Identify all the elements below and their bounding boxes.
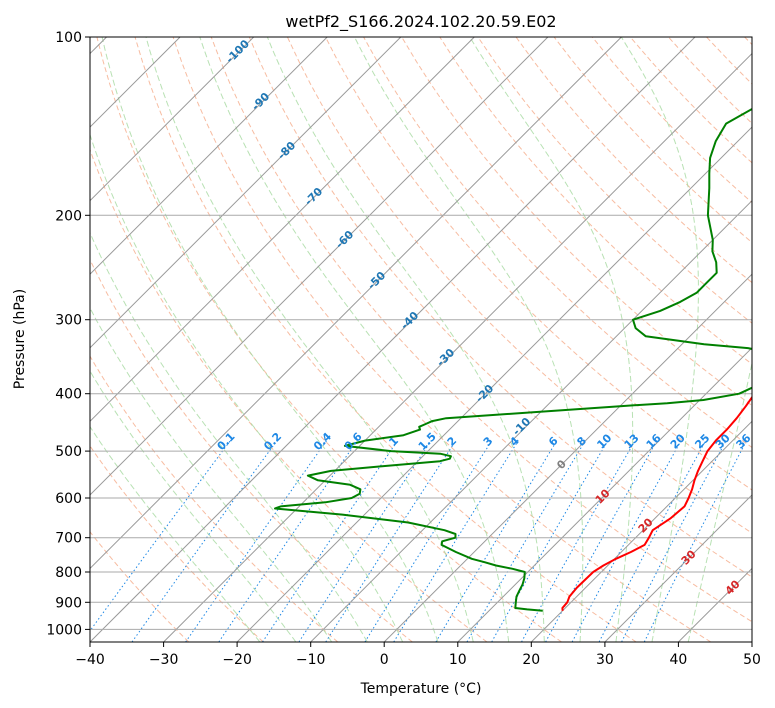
dry-adiabat (90, 531, 190, 642)
mixing-ratio-line (521, 440, 636, 642)
isotherm-line (163, 52, 752, 642)
isotherm-line (90, 37, 622, 570)
x-tick-label: 30 (596, 652, 614, 668)
moist-adiabat (199, 37, 510, 642)
y-axis-title: Pressure (hPa) (12, 289, 28, 389)
background-lines (90, 37, 752, 642)
isotherm-line (90, 37, 696, 642)
isotherm-line (383, 273, 752, 642)
series-layer (274, 107, 752, 612)
y-tick-label: 300 (55, 313, 82, 329)
dry-adiabat (477, 37, 752, 324)
x-axis-title: Temperature (°C) (360, 681, 482, 697)
moist-adiabat (90, 370, 297, 642)
dry-adiabat (134, 37, 637, 642)
y-tick-label: 800 (55, 565, 82, 581)
temperature-line (561, 395, 752, 611)
y-tick-label: 1000 (46, 622, 82, 638)
mixing-ratio-line (90, 440, 231, 632)
x-axis: −40 −30 −20 −10 0 10 20 30 40 50 (75, 642, 761, 668)
x-tick-label: −30 (149, 652, 179, 668)
x-tick-label: 10 (449, 652, 467, 668)
dry-adiabat (248, 37, 752, 578)
dry-adiabat (90, 355, 339, 642)
isotherm-line (310, 199, 752, 642)
y-tick-label: 600 (55, 491, 82, 507)
mixing-ratio-line (325, 440, 457, 642)
x-tick-label: 0 (380, 652, 389, 668)
mixing-ratio-line (435, 440, 558, 642)
dry-adiabat (325, 37, 752, 491)
isotherm-line (457, 347, 752, 642)
isotherm-line (90, 37, 328, 275)
mixing-ratio-line (491, 440, 609, 642)
dry-adiabat (515, 37, 752, 284)
x-tick-label: 40 (669, 652, 687, 668)
mixing-ratio-line (643, 440, 748, 642)
y-tick-label: 200 (55, 208, 82, 224)
moist-adiabat (145, 37, 474, 642)
y-axis: 100 200 300 400 500 600 700 800 900 1000 (46, 30, 90, 638)
y-tick-label: 500 (55, 444, 82, 460)
dewpoint-line (274, 107, 752, 612)
dry-adiabat (90, 148, 488, 642)
dry-adiabat (210, 37, 752, 623)
moist-adiabat (354, 37, 584, 642)
mixing-ratio-line (185, 440, 328, 642)
mixing-ratio-line (131, 440, 278, 642)
isotherm-line (604, 494, 752, 642)
moist-adiabat (266, 37, 545, 642)
y-tick-label: 100 (55, 30, 82, 46)
moist-adiabat (90, 231, 368, 642)
x-tick-label: −20 (222, 652, 252, 668)
dry-adiabat (96, 37, 562, 642)
mixing-ratio-line (298, 440, 432, 642)
chart-title: wetPf2_S166.2024.102.20.59.E02 (285, 12, 556, 32)
y-tick-label: 400 (55, 387, 82, 403)
mixing-ratio-line (545, 440, 658, 642)
y-tick-label: 900 (55, 595, 82, 611)
isotherm-line (236, 126, 752, 642)
isotherm-line (90, 37, 402, 349)
grid (90, 37, 752, 642)
x-tick-label: 50 (743, 652, 761, 668)
moist-adiabat (90, 425, 261, 642)
isotherm-line (90, 37, 255, 202)
isotherm-line (90, 37, 549, 496)
plot-frame (89, 36, 753, 643)
isotherm-line (530, 420, 752, 642)
isotherm-line (90, 37, 475, 423)
dry-adiabat (90, 445, 264, 642)
moist-adiabat (620, 37, 699, 642)
mixing-ratio-line (466, 440, 586, 642)
mixing-ratio-line (364, 440, 493, 642)
x-tick-label: −10 (296, 652, 326, 668)
mixing-ratio-line (262, 440, 399, 642)
mixing-ratio-line (571, 440, 682, 642)
dry-adiabat (401, 37, 752, 407)
moist-adiabat (90, 133, 404, 642)
x-tick-label: −40 (75, 652, 105, 668)
mixing-ratio-line (218, 440, 358, 642)
y-tick-label: 700 (55, 531, 82, 547)
x-tick-label: 20 (522, 652, 540, 668)
